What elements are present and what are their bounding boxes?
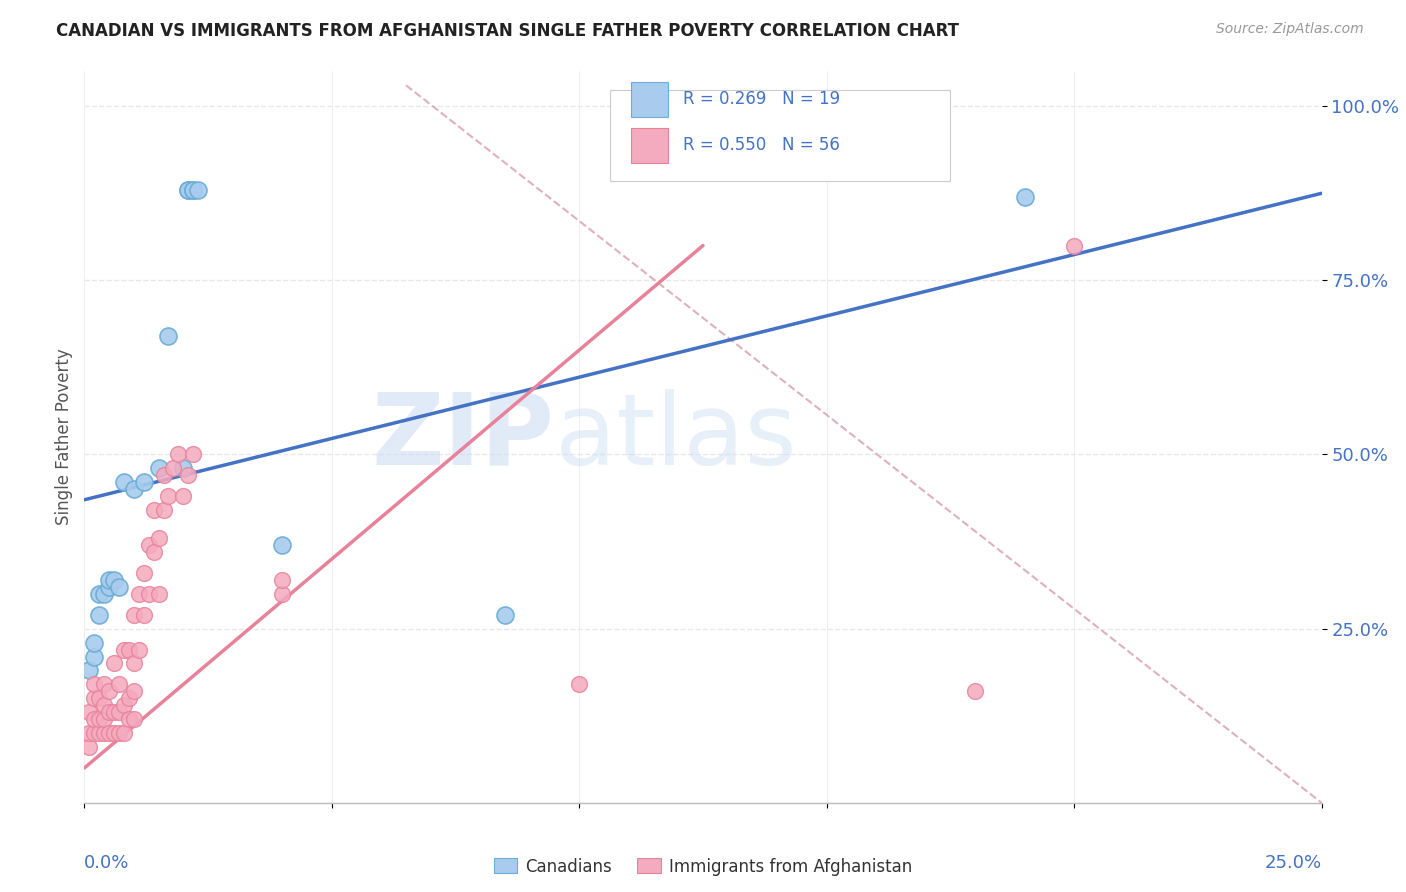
Point [157,489,180,503]
Point [187,183,209,197]
Point [157,329,180,343]
Point [1063,238,1085,252]
Point [103,726,125,740]
Point [108,580,131,594]
Point [89,691,111,706]
Point [108,705,131,719]
Point [132,475,155,490]
Point [271,538,294,552]
Point [83,726,105,740]
Point [79,726,101,740]
Point [103,573,125,587]
Point [271,587,294,601]
Point [122,712,145,726]
Point [79,664,101,678]
Point [108,726,131,740]
Point [568,677,591,691]
Point [177,468,200,483]
Point [138,538,160,552]
Point [172,461,194,475]
Text: atlas: atlas [554,389,796,485]
Point [177,183,200,197]
Point [89,726,111,740]
Point [93,587,115,601]
Point [122,657,145,671]
Point [98,580,121,594]
Point [79,740,101,755]
Point [93,726,115,740]
Point [181,183,204,197]
Point [83,649,105,664]
Point [93,712,115,726]
Text: 25.0%: 25.0% [1264,854,1322,872]
Point [118,642,141,657]
Text: Source: ZipAtlas.com: Source: ZipAtlas.com [1216,22,1364,37]
FancyBboxPatch shape [610,90,950,181]
Point [118,712,141,726]
Point [142,503,165,517]
Point [83,635,105,649]
Point [1014,190,1036,204]
Text: R = 0.269   N = 19: R = 0.269 N = 19 [683,90,841,108]
Point [965,684,987,698]
Point [172,489,194,503]
Point [112,475,135,490]
Point [122,684,145,698]
Point [132,566,155,580]
Point [83,712,105,726]
Point [181,183,204,197]
Point [271,573,294,587]
Point [89,587,111,601]
Point [177,183,200,197]
Text: ZIP: ZIP [371,389,554,485]
Text: 0.0%: 0.0% [84,854,129,872]
Point [93,677,115,691]
Point [79,705,101,719]
Point [122,607,145,622]
Point [132,607,155,622]
Y-axis label: Single Father Poverty: Single Father Poverty [55,349,73,525]
Point [98,726,121,740]
Point [148,587,170,601]
Point [494,607,516,622]
Point [181,448,204,462]
Point [112,698,135,713]
Point [103,705,125,719]
Point [89,607,111,622]
Bar [631,128,668,162]
Point [98,684,121,698]
Point [98,573,121,587]
Point [148,531,170,545]
Point [112,642,135,657]
Point [118,691,141,706]
Point [138,587,160,601]
Point [83,691,105,706]
Point [167,448,190,462]
Point [112,726,135,740]
Point [103,657,125,671]
Legend: Canadians, Immigrants from Afghanistan: Canadians, Immigrants from Afghanistan [486,851,920,882]
Point [142,545,165,559]
Point [162,461,184,475]
Point [93,698,115,713]
Point [108,677,131,691]
Point [98,705,121,719]
Point [128,642,150,657]
Text: R = 0.550   N = 56: R = 0.550 N = 56 [683,136,839,154]
Point [122,483,145,497]
Point [128,587,150,601]
Bar [631,81,668,117]
Text: CANADIAN VS IMMIGRANTS FROM AFGHANISTAN SINGLE FATHER POVERTY CORRELATION CHART: CANADIAN VS IMMIGRANTS FROM AFGHANISTAN … [56,22,959,40]
Point [148,461,170,475]
Point [89,712,111,726]
Point [152,503,174,517]
Point [152,468,174,483]
Point [83,677,105,691]
